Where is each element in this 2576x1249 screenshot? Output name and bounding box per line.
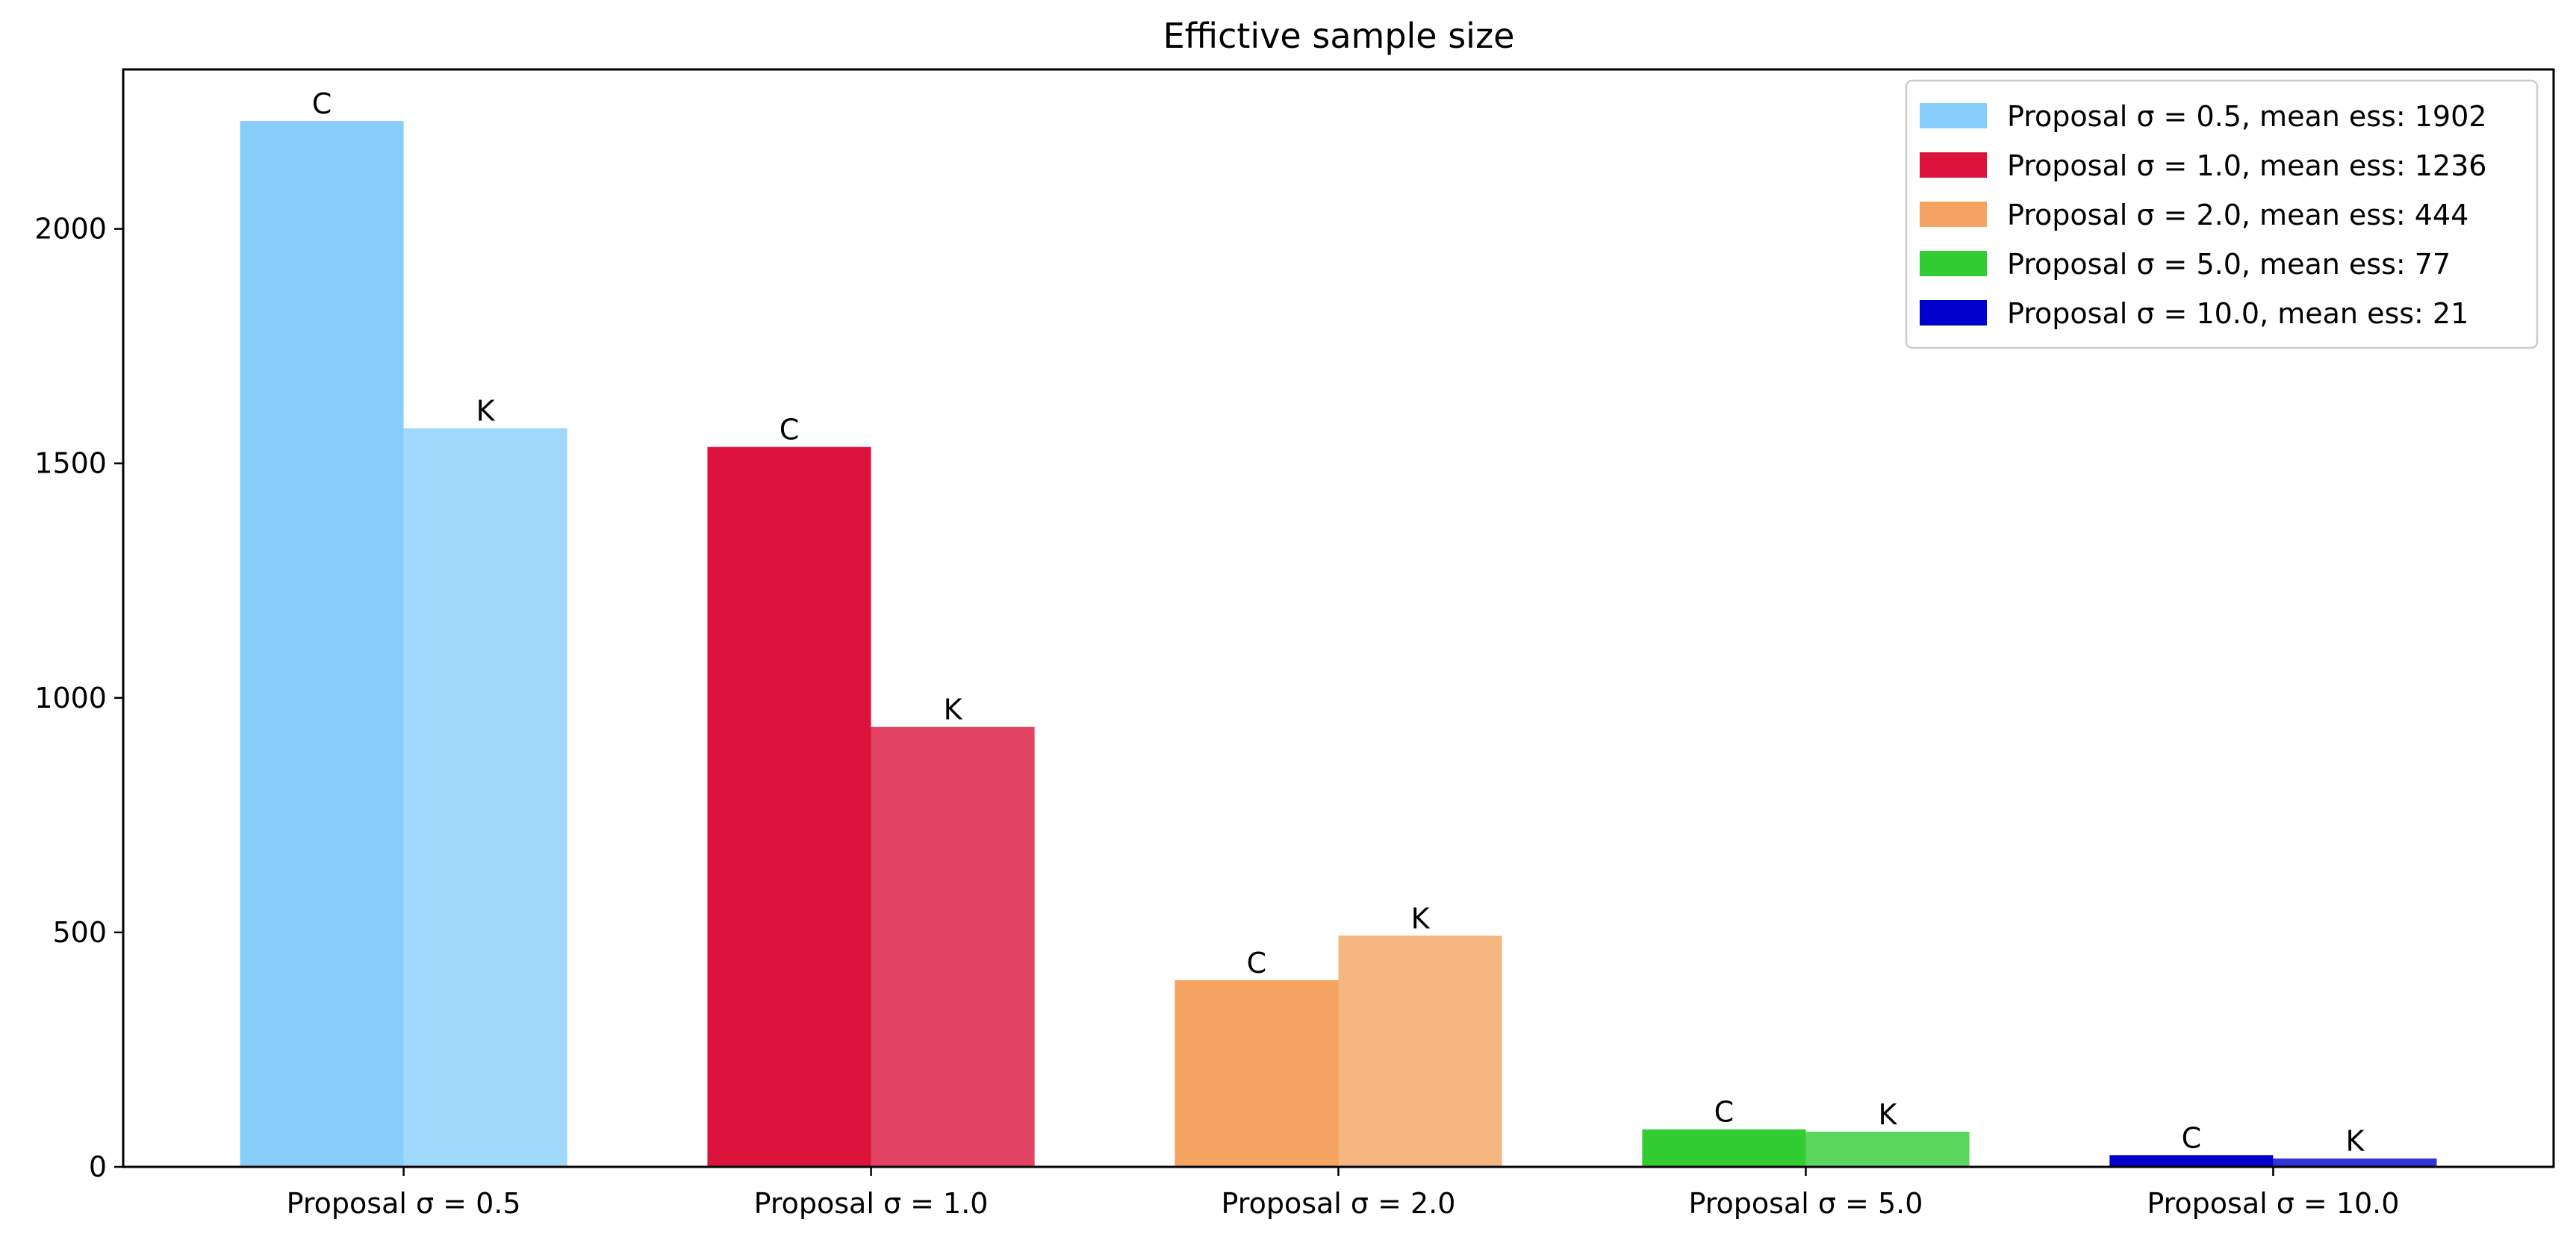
chart-title: Effictive sample size	[1163, 16, 1515, 56]
y-tick-label-0: 0	[89, 1150, 107, 1183]
legend-swatch-1	[1920, 152, 1987, 178]
legend-label-2: Proposal σ = 2.0, mean ess: 444	[2007, 199, 2468, 231]
legend-swatch-2	[1920, 202, 1987, 227]
y-axis: 0 500 1000 1500 2000	[34, 213, 123, 1183]
legend-label-4: Proposal σ = 10.0, mean ess: 21	[2007, 297, 2468, 330]
bar-labels-layer: C K C K C K C K C K	[312, 87, 2365, 1158]
y-tick-label-4: 2000	[34, 213, 107, 246]
bar-label-c-0: C	[312, 87, 332, 120]
bar-c-1	[707, 446, 871, 1167]
bar-label-c-3: C	[1714, 1096, 1735, 1129]
bar-k-1	[871, 726, 1035, 1167]
bar-c-2	[1175, 979, 1339, 1167]
bar-label-c-2: C	[1247, 947, 1267, 979]
bar-label-c-1: C	[780, 414, 800, 446]
x-tick-label-4: Proposal σ = 10.0	[2147, 1187, 2399, 1220]
x-tick-label-3: Proposal σ = 5.0	[1689, 1187, 1923, 1220]
bar-k-2	[1338, 935, 1502, 1167]
bar-label-k-4: K	[2346, 1125, 2365, 1158]
legend-box	[1905, 79, 2539, 349]
bars-layer	[240, 121, 2437, 1168]
x-tick-label-0: Proposal σ = 0.5	[287, 1187, 521, 1220]
x-tick-label-2: Proposal σ = 2.0	[1222, 1187, 1456, 1220]
bar-c-4	[2109, 1155, 2274, 1167]
legend-swatch-4	[1920, 300, 1987, 326]
bar-c-0	[240, 121, 404, 1168]
bar-k-3	[1805, 1131, 1970, 1167]
x-axis: Proposal σ = 0.5 Proposal σ = 1.0 Proposal…	[287, 1167, 2399, 1220]
bar-k-4	[2273, 1158, 2437, 1167]
bar-c-3	[1642, 1129, 1806, 1167]
y-tick-label-3: 1500	[34, 447, 107, 480]
bar-label-k-2: K	[1411, 902, 1431, 935]
bar-label-c-4: C	[2182, 1121, 2202, 1154]
legend-label-1: Proposal σ = 1.0, mean ess: 1236	[2007, 149, 2486, 182]
x-tick-label-1: Proposal σ = 1.0	[754, 1187, 989, 1220]
bar-label-k-3: K	[1879, 1098, 1898, 1131]
plot-frame	[122, 68, 2555, 1168]
legend-label-3: Proposal σ = 5.0, mean ess: 77	[2007, 248, 2451, 281]
bar-label-k-0: K	[476, 395, 496, 428]
y-tick-label-1: 500	[52, 916, 107, 949]
legend: Proposal σ = 0.5, mean ess: 1902 Proposal…	[1905, 79, 2539, 349]
bar-label-k-1: K	[944, 694, 963, 726]
legend-swatch-3	[1920, 251, 1987, 276]
y-tick-label-2: 1000	[34, 682, 107, 714]
legend-label-0: Proposal σ = 0.5, mean ess: 1902	[2007, 100, 2486, 133]
bar-k-0	[403, 428, 567, 1167]
legend-swatch-0	[1920, 103, 1987, 128]
